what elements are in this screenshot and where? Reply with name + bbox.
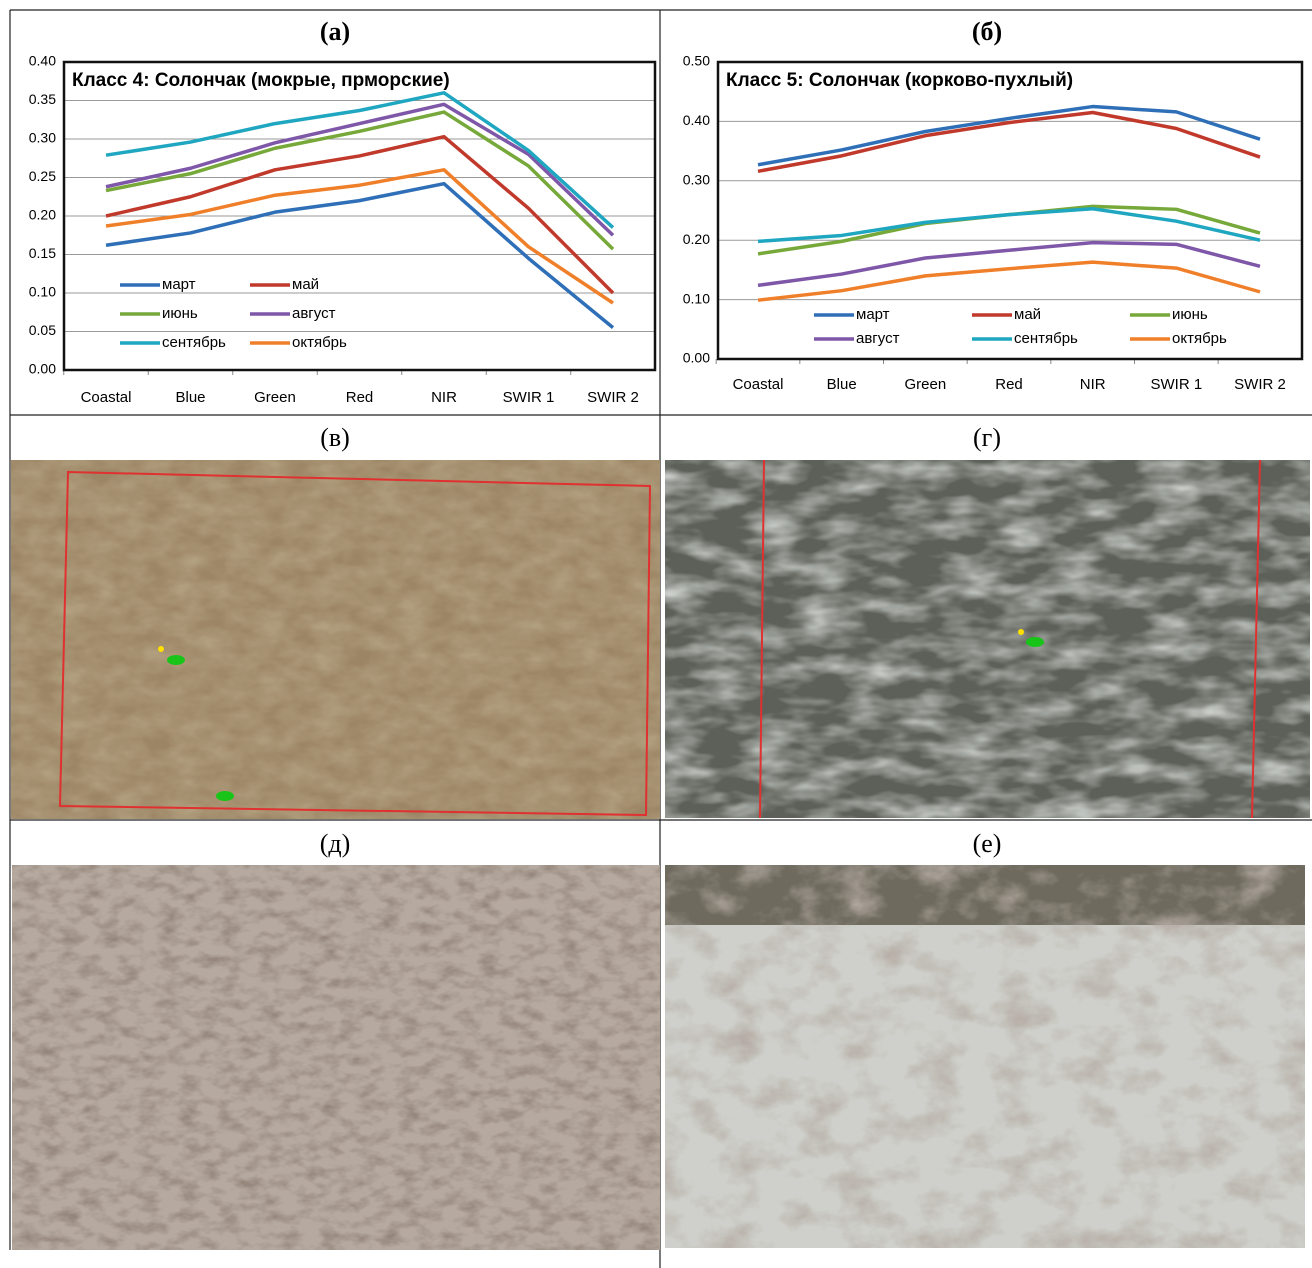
y-tick-label: 0.35 (29, 91, 56, 107)
y-tick-label: 0.00 (683, 350, 710, 366)
legend-label: июнь (1172, 306, 1208, 323)
legend-label: октябрь (1172, 330, 1227, 347)
panel-label: (б) (972, 17, 1002, 46)
photo-g (665, 459, 1310, 819)
y-tick-label: 0.00 (29, 361, 56, 377)
y-tick-label: 0.10 (683, 290, 710, 306)
series-line (105, 102, 615, 237)
legend-label: май (1014, 306, 1041, 323)
plot-frame (62, 60, 657, 372)
chart-title: Класс 5: Солончак (корково-пухлый) (726, 70, 1073, 91)
x-tick-label: Blue (175, 389, 205, 406)
panel-label: (е) (973, 829, 1002, 858)
y-tick-label: 0.40 (29, 53, 56, 69)
chart-title: Класс 4: Солончак (мокрые, прморские) (72, 70, 450, 91)
y-tick-label: 0.50 (683, 53, 710, 69)
series-line (757, 206, 1261, 244)
legend-label: август (856, 330, 900, 347)
series-line (105, 168, 614, 305)
y-tick-label: 0.20 (683, 231, 710, 247)
panel-label: (д) (320, 829, 351, 858)
legend-label: июнь (162, 305, 198, 322)
series-line (105, 181, 615, 330)
x-tick-label: Green (254, 389, 296, 406)
x-tick-label: SWIR 1 (503, 389, 555, 406)
legend-label: март (856, 306, 890, 323)
y-tick-label: 0.25 (29, 168, 56, 184)
legend-label: сентябрь (1014, 330, 1078, 347)
series-line (105, 110, 615, 251)
x-tick-label: Blue (827, 376, 857, 393)
legend-label: март (162, 276, 196, 293)
x-tick-label: SWIR 1 (1150, 376, 1202, 393)
panel-label: (в) (320, 423, 350, 452)
series-line (105, 91, 615, 229)
series-line (757, 260, 1261, 302)
y-tick-label: 0.20 (29, 207, 56, 223)
x-tick-label: Green (904, 376, 946, 393)
legend-label: май (292, 276, 319, 293)
legend-label: сентябрь (162, 334, 226, 351)
photo-d (12, 865, 660, 1250)
x-tick-label: Red (995, 376, 1023, 393)
y-tick-label: 0.10 (29, 284, 56, 300)
x-tick-label: SWIR 2 (587, 389, 639, 406)
y-tick-label: 0.30 (683, 172, 710, 188)
y-tick-label: 0.15 (29, 245, 56, 261)
x-tick-label: Coastal (733, 376, 784, 393)
y-tick-label: 0.05 (29, 322, 56, 338)
series-line (757, 104, 1261, 167)
series-line (105, 134, 615, 295)
series-line (757, 110, 1261, 174)
x-tick-label: SWIR 2 (1234, 376, 1286, 393)
x-tick-label: Red (346, 389, 374, 406)
x-tick-label: NIR (431, 389, 457, 406)
y-tick-label: 0.40 (683, 112, 710, 128)
panel-label: (г) (973, 423, 1001, 452)
x-tick-label: NIR (1080, 376, 1106, 393)
plot-frame (716, 60, 1304, 361)
photo-e (665, 865, 1305, 1248)
x-tick-label: Coastal (81, 389, 132, 406)
legend-label: октябрь (292, 334, 347, 351)
y-tick-label: 0.30 (29, 130, 56, 146)
series-line (757, 240, 1261, 288)
panel-label: (а) (320, 17, 350, 46)
photo-v (11, 460, 660, 819)
legend-label: август (292, 305, 336, 322)
